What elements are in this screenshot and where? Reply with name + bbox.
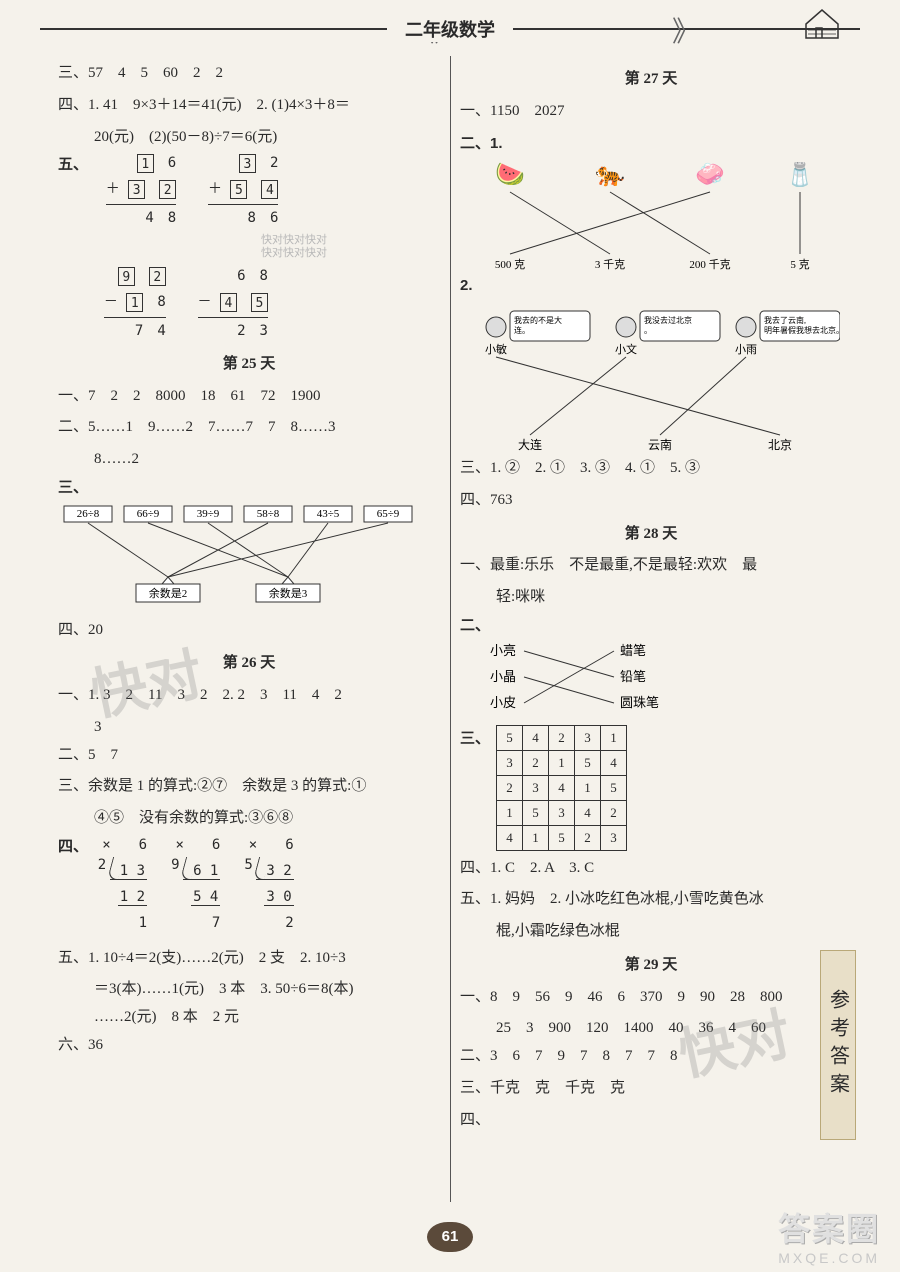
- svg-text:小敏: 小敏: [485, 342, 507, 356]
- grid-answer: 三、 5423132154234151534241523: [460, 725, 842, 851]
- svg-text:43÷5: 43÷5: [317, 508, 340, 520]
- section-five: 五、 1 6 ＋ 3 2 4 8 3 2 ＋ 5 4 8 6 快对快对快对 快对…: [58, 151, 440, 345]
- day-title: 第 26 天: [58, 650, 440, 678]
- svg-text:小雨: 小雨: [735, 343, 757, 356]
- svg-text:北京: 北京: [768, 438, 792, 452]
- answer-line: 一、1. 3 2 11 3 2 2. 2 3 11 4 2: [58, 682, 440, 710]
- answer-line: 20(元) (2)(50－8)÷7＝6(元): [58, 124, 440, 152]
- svg-text:26÷8: 26÷8: [77, 508, 100, 520]
- match-diagram: 我去的不是大连。小敏我没去过北京。小文我去了云南,明年暑假我想去北京。小雨大连云…: [460, 305, 840, 455]
- section-label: 二、: [460, 617, 490, 634]
- right-column: 第 27 天 一、1150 2027 二、1. 🍉 🐅 🧼 🧂 500 克 3 千克 200…: [450, 56, 852, 1202]
- answer-line: 一、8 9 56 9 46 6 370 9 90 28 800: [460, 984, 842, 1012]
- vertical-subtraction: 6 8 － 4 5 2 3: [198, 264, 268, 345]
- answer-line: 二、5……1 9……2 7……7 7 8……3: [58, 414, 440, 442]
- day-title: 第 29 天: [460, 952, 842, 980]
- answer-line: 五、1. 10÷4＝2(支)……2(元) 2 支 2. 10÷3: [58, 945, 440, 973]
- side-tab: 参考答案: [820, 950, 856, 1140]
- answer-line: 三、余数是 1 的算式:②⑦ 余数是 3 的算式:①: [58, 773, 440, 801]
- chevron-right-icon: 》: [672, 10, 700, 50]
- answer-line: 二、3 6 7 9 7 8 7 7 8: [460, 1043, 842, 1071]
- svg-text:🧂: 🧂: [785, 162, 815, 188]
- vertical-addition: 3 2 ＋ 5 4 8 6: [208, 151, 278, 232]
- answer-line: 四、763: [460, 487, 842, 515]
- section-label: 三、: [460, 725, 490, 753]
- answer-line: 一、1150 2027: [460, 98, 842, 126]
- svg-text:小亮: 小亮: [490, 643, 516, 658]
- answer-line: 三、千克 克 千克 克: [460, 1075, 842, 1103]
- svg-text:500 克: 500 克: [495, 258, 525, 271]
- svg-text:3 千克: 3 千克: [595, 258, 625, 271]
- svg-text:余数是3: 余数是3: [269, 586, 308, 600]
- brand-big: 答案圈: [778, 1204, 880, 1250]
- vertical-subtraction: 9 2 － 1 8 7 4: [104, 264, 166, 345]
- svg-text:5 克: 5 克: [790, 258, 809, 271]
- number-grid: 5423132154234151534241523: [496, 725, 627, 851]
- watermark-text: 快对快对快对 快对快对快对: [148, 234, 440, 260]
- match-diagram: 三、 26÷8 66÷9 39÷9 58÷8 43÷5 65÷9 余数是2 余数是3: [58, 474, 440, 613]
- page-header: 二年级数学: [387, 16, 513, 42]
- answer-line: 一、7 2 2 8000 18 61 72 1900: [58, 383, 440, 411]
- answer-line: 轻:咪咪: [460, 584, 842, 612]
- match-diagram: 二、 小亮小晶小皮 蜡笔铅笔圆珠笔: [460, 612, 842, 721]
- section-label: 2.: [460, 272, 842, 301]
- section-label: 三、: [58, 479, 88, 496]
- svg-text:200 千克: 200 千克: [689, 258, 730, 271]
- left-column: 三、57 4 5 60 2 2 四、1. 41 9×3＋14＝41(元) 2. …: [48, 56, 450, 1202]
- day-title: 第 27 天: [460, 66, 842, 94]
- svg-text:🐅: 🐅: [595, 162, 625, 188]
- answer-line: 六、36: [58, 1032, 440, 1060]
- svg-text:铅笔: 铅笔: [620, 669, 646, 684]
- svg-text:🍉: 🍉: [495, 162, 525, 188]
- footer-watermark: 答案圈 MXQE.COM: [778, 1204, 880, 1266]
- answer-line: 五、1. 妈妈 2. 小冰吃红色冰棍,小雪吃黄色冰: [460, 886, 842, 914]
- answer-line: 四、1. C 2. A 3. C: [460, 855, 842, 883]
- svg-text:圆珠笔: 圆珠笔: [620, 695, 659, 710]
- svg-text:66÷9: 66÷9: [137, 508, 160, 520]
- answer-line: 25 3 900 120 1400 40 36 4 60: [460, 1015, 842, 1043]
- answer-line: 四、: [460, 1107, 842, 1135]
- section-label: 二、1.: [460, 130, 842, 159]
- answer-line: ＝3(本)……1(元) 3 本 3. 50÷6＝8(本): [58, 976, 440, 1004]
- answer-line: 四、20: [58, 617, 440, 645]
- svg-text:云南: 云南: [648, 437, 672, 452]
- brand-small: MXQE.COM: [778, 1250, 880, 1266]
- svg-text:65÷9: 65÷9: [377, 508, 400, 520]
- answer-line: 3: [58, 714, 440, 742]
- section-label: 四、: [58, 838, 88, 855]
- answer-line: ④⑤ 没有余数的算式:③⑥⑧: [58, 805, 440, 833]
- answer-line: 四、1. 41 9×3＋14＝41(元) 2. (1)4×3＋8＝: [58, 92, 440, 120]
- vertical-addition: 1 6 ＋ 3 2 4 8: [106, 151, 176, 232]
- svg-text:余数是2: 余数是2: [149, 586, 188, 600]
- day-title: 第 28 天: [460, 521, 842, 549]
- svg-text:🧼: 🧼: [695, 162, 725, 188]
- answer-line: 三、1. ② 2. ① 3. ③ 4. ① 5. ③: [460, 455, 842, 483]
- answer-line: ……2(元) 8 本 2 元: [58, 1004, 440, 1032]
- svg-text:小皮: 小皮: [490, 695, 516, 710]
- match-diagram: 🍉 🐅 🧼 🧂 500 克 3 千克 200 千克 5 克: [460, 162, 840, 272]
- answer-line: 8……2: [58, 446, 440, 474]
- svg-text:小晶: 小晶: [490, 669, 516, 684]
- day-title: 第 25 天: [58, 351, 440, 379]
- answer-line: 三、57 4 5 60 2 2: [58, 60, 440, 88]
- svg-text:39÷9: 39÷9: [197, 508, 220, 520]
- svg-text:大连: 大连: [518, 437, 542, 452]
- page-number: 61: [427, 1222, 473, 1252]
- svg-text:蜡笔: 蜡笔: [620, 643, 646, 658]
- svg-text:58÷8: 58÷8: [257, 508, 280, 520]
- section-label: 五、: [58, 156, 88, 173]
- answer-line: 二、5 7: [58, 742, 440, 770]
- long-division-row: 四、 ×621 31 21×696 15 47×653 23 02: [58, 833, 440, 941]
- answer-line: 一、最重:乐乐 不是最重,不是最轻:欢欢 最: [460, 552, 842, 580]
- house-icon: [800, 4, 844, 40]
- answer-line: 棍,小霜吃绿色冰棍: [460, 918, 842, 946]
- svg-text:小文: 小文: [615, 342, 637, 356]
